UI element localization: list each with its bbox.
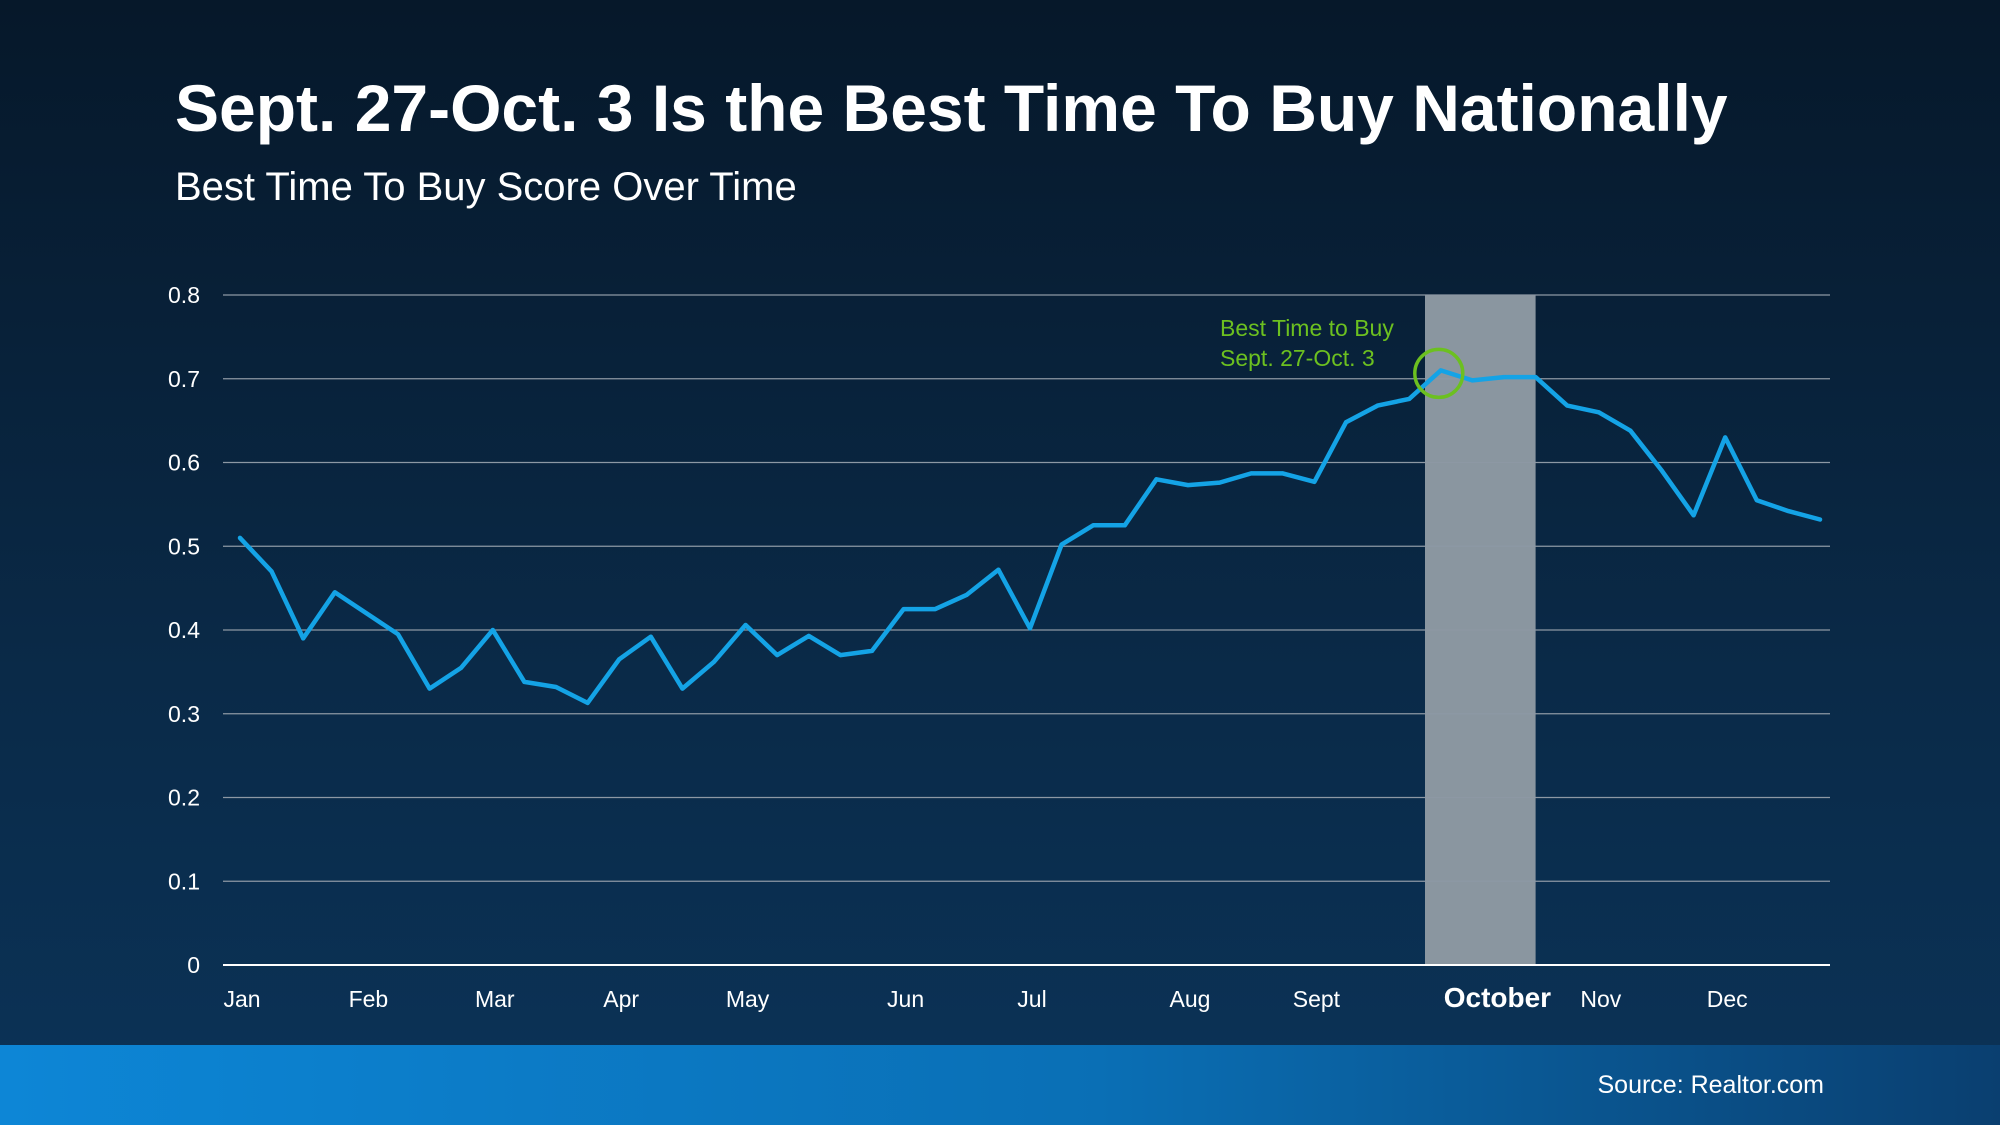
annotation-label: Sept. 27-Oct. 3: [1220, 345, 1375, 371]
data-point: [712, 659, 716, 664]
data-point: [1818, 517, 1822, 522]
data-point: [1723, 435, 1728, 440]
footer-bar: [0, 1045, 2000, 1125]
data-point: [1344, 420, 1348, 425]
x-tick-label: May: [726, 986, 770, 1012]
data-point: [1217, 480, 1222, 485]
y-tick-label: 0.1: [168, 868, 200, 894]
data-point: [1059, 542, 1064, 547]
data-point: [1596, 410, 1601, 415]
data-point: [1628, 428, 1633, 433]
y-tick-label: 0.2: [168, 785, 200, 811]
data-point: [427, 686, 432, 691]
x-tick-label: Jun: [887, 986, 924, 1012]
x-tick-label: Aug: [1170, 986, 1211, 1012]
x-tick-label: Feb: [349, 986, 389, 1012]
data-point: [1249, 471, 1254, 476]
data-point: [364, 611, 369, 616]
slide-title: Sept. 27-Oct. 3 Is the Best Time To Buy …: [175, 71, 1728, 145]
data-point: [1691, 513, 1696, 518]
y-tick-label: 0.4: [168, 617, 200, 643]
data-point: [1438, 368, 1443, 373]
data-point: [522, 679, 527, 684]
data-point: [1280, 471, 1285, 476]
source-credit: Source: Realtor.com: [1597, 1071, 1825, 1099]
score-line: [237, 368, 1823, 706]
y-tick-label: 0.3: [168, 701, 200, 727]
y-tick-label: 0.7: [168, 366, 200, 392]
data-point: [775, 653, 780, 658]
data-point: [269, 569, 274, 574]
x-tick-label: Jan: [223, 986, 260, 1012]
data-point: [1312, 479, 1317, 484]
slide-subtitle: Best Time To Buy Score Over Time: [175, 165, 797, 209]
data-point: [1122, 523, 1127, 528]
data-point: [1407, 396, 1412, 401]
data-point: [396, 632, 400, 637]
data-point: [301, 636, 306, 641]
data-point: [1375, 403, 1380, 408]
data-point: [996, 567, 1001, 572]
data-point: [1154, 477, 1159, 482]
y-tick-label: 0.5: [168, 533, 200, 559]
data-point: [1754, 498, 1759, 503]
data-point: [964, 592, 969, 597]
x-tick-label: Jul: [1017, 986, 1046, 1012]
data-point: [459, 665, 464, 670]
data-point: [490, 628, 495, 632]
x-tick-label-october: October: [1444, 982, 1551, 1013]
data-point: [1565, 403, 1570, 408]
data-point: [933, 607, 938, 612]
data-point: [1091, 523, 1096, 528]
data-point: [648, 634, 653, 639]
data-point: [238, 535, 242, 540]
x-tick-label: Mar: [475, 986, 515, 1012]
x-tick-label: Dec: [1707, 986, 1748, 1012]
y-tick-label: 0.8: [168, 282, 200, 308]
data-point: [1470, 378, 1475, 383]
data-point: [554, 684, 558, 689]
annotation-label: Best Time to Buy: [1220, 315, 1394, 341]
y-tick-label: 0: [187, 952, 200, 978]
best-time-marker-circle: [1413, 347, 1465, 400]
data-point: [743, 622, 748, 627]
data-point: [838, 653, 843, 658]
data-point: [1660, 468, 1664, 473]
data-point: [1533, 375, 1538, 380]
data-point: [901, 607, 906, 612]
y-tick-label: 0.6: [168, 450, 200, 476]
data-point: [1786, 509, 1791, 514]
data-point: [585, 700, 590, 705]
data-point: [617, 657, 622, 662]
x-tick-label: Nov: [1580, 986, 1621, 1012]
data-point: [870, 648, 874, 653]
x-tick-label: Apr: [603, 986, 639, 1012]
data-point: [1028, 626, 1032, 631]
data-point: [806, 633, 811, 638]
data-point: [680, 686, 685, 691]
data-point: [1186, 483, 1190, 488]
x-tick-label: Sept: [1293, 986, 1341, 1012]
data-point: [1502, 375, 1506, 380]
data-point: [332, 590, 337, 595]
line-chart: 0 0.1 0.2 0.3 0.4 0.5 0.6 0.7 0.8 Jan Feb Mar Apr May…: [168, 282, 1830, 1013]
